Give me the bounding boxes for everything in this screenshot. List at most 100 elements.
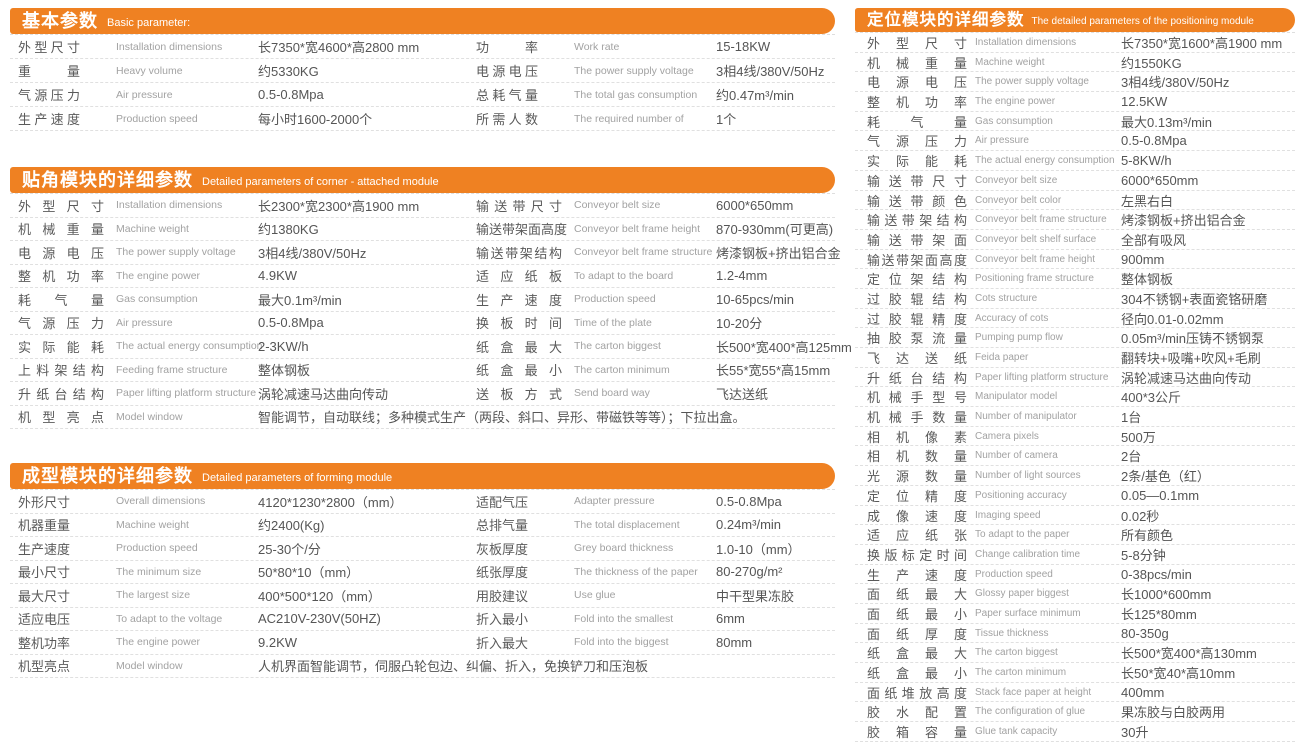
param-label-cn: 气源压力 <box>867 134 967 150</box>
param-label-en: The configuration of glue <box>975 706 1086 718</box>
param-label-en: Use glue <box>574 589 616 602</box>
section-title-en: The detailed parameters of the positioni… <box>1031 16 1254 27</box>
spec-row: 相机像素 Camera pixels 500万 <box>855 427 1295 447</box>
param-value: 4120*1230*2800（mm） <box>258 494 403 510</box>
param-value: 2台 <box>1121 449 1142 465</box>
right-column: 定位模块的详细参数 The detailed parameters of the… <box>855 8 1295 742</box>
param-value: 0.05m³/min压铸不锈钢泵 <box>1121 331 1265 347</box>
param-label-en: The total gas consumption <box>574 88 698 101</box>
param-label-cn: 适配气压 <box>476 494 529 510</box>
param-label-cn: 最大尺寸 <box>18 588 71 604</box>
param-label-en: Tissue thickness <box>975 627 1049 639</box>
param-value: 80-270g/m² <box>716 564 783 580</box>
param-label-cn: 面纸堆放高度 <box>867 685 967 701</box>
left-column: 基本参数 Basic parameter: 外型尺寸 Installation d… <box>10 0 852 742</box>
section-title-en: Detailed parameters of forming module <box>202 472 393 484</box>
param-label-en: The carton minimum <box>574 363 670 376</box>
param-label-en: Imaging speed <box>975 509 1041 521</box>
param-label-en: Machine weight <box>116 222 189 235</box>
param-value: 1台 <box>1121 410 1142 426</box>
param-label-en: Time of the plate <box>574 316 652 329</box>
param-label-cn: 输送带架面高度 <box>476 222 568 238</box>
param-label-cn: 适应电压 <box>18 612 71 628</box>
param-label-cn: 输送带尺寸 <box>476 198 562 214</box>
param-label-en: Conveyor belt size <box>975 174 1058 186</box>
param-label-en: Adapter pressure <box>574 495 655 508</box>
section-header: 基本参数 Basic parameter: <box>10 8 835 34</box>
spec-row: 电源电压 The power supply voltage 3相4线/380V/50… <box>855 72 1295 93</box>
param-value: 长125*80mm <box>1121 606 1197 622</box>
param-label-cn: 面纸厚度 <box>867 626 967 642</box>
spec-row: 机械重量 Machine weight 约1380KG 输送带架面高度 Conveyor… <box>10 218 835 241</box>
param-value: 0.5-0.8Mpa <box>716 493 782 509</box>
param-label-cn: 面纸最小 <box>867 606 967 622</box>
spec-table: 外形尺寸 Overall dimensions 4120*1230*2800（mm）… <box>10 489 835 678</box>
param-value: 人机界面智能调节，伺服凸轮包边、纠偏、折入，免换铲刀和压泡板 <box>258 659 649 675</box>
param-label-en: Model window <box>116 410 183 423</box>
param-label-en: Gas consumption <box>116 293 198 306</box>
param-value: 80mm <box>716 634 753 650</box>
spec-row: 耗气量 Gas consumption 最大0.13m³/min <box>855 112 1295 132</box>
param-label-en: The total displacement <box>574 518 680 531</box>
param-value: 6000*650mm <box>1121 172 1199 188</box>
param-label-en: The power supply voltage <box>574 64 694 77</box>
param-value: 25-30个/分 <box>258 541 321 557</box>
spec-row: 整机功率 The engine power 12.5KW <box>855 92 1295 112</box>
param-label-en: Machine weight <box>975 56 1045 68</box>
param-value: 烤漆钢板+挤出铝合金 <box>1121 213 1246 229</box>
param-label-cn: 上料架结构 <box>18 363 104 379</box>
param-label-cn: 整机功率 <box>867 95 967 111</box>
param-label-en: Installation dimensions <box>116 199 223 212</box>
spec-row: 过胶辊精度 Accuracy of cots 径向0.01-0.02mm <box>855 309 1295 329</box>
param-value: AC210V-230V(50HZ) <box>258 611 381 627</box>
param-label-cn: 整机功率 <box>18 269 104 285</box>
spec-row: 纸盒最大 The carton biggest 长500*宽400*高130mm <box>855 643 1295 663</box>
param-label-cn: 相机像素 <box>867 429 967 445</box>
param-label-cn: 定位精度 <box>867 488 967 504</box>
param-value: 1.2-4mm <box>716 268 768 284</box>
param-value: 30升 <box>1121 725 1149 741</box>
param-value: 304不锈钢+表面瓷铬研磨 <box>1121 291 1268 307</box>
param-label-cn: 机器重量 <box>18 518 71 534</box>
param-label-cn: 胶水配置 <box>867 705 967 721</box>
param-label-en: The carton biggest <box>975 647 1058 659</box>
param-value: 2条/基色（红） <box>1121 469 1210 485</box>
section-title-en: Basic parameter: <box>107 17 191 29</box>
param-value: 6mm <box>716 611 745 627</box>
spec-row: 输送带架面高度 Conveyor belt frame height 900mm <box>855 250 1295 270</box>
param-label-cn: 输送带架结构 <box>867 213 967 229</box>
param-value: 整体钢板 <box>1121 272 1174 288</box>
param-value: 果冻胶与白胶两用 <box>1121 705 1226 721</box>
param-label-cn: 输送带颜色 <box>867 193 967 209</box>
param-label-en: The power supply voltage <box>975 76 1089 88</box>
section-basic: 基本参数 Basic parameter: 外型尺寸 Installation d… <box>10 8 835 131</box>
param-label-cn: 整机功率 <box>18 635 71 651</box>
spec-row: 适应电压 To adapt to the voltage AC210V-230V(5… <box>10 608 835 631</box>
param-value: 每小时1600-2000个 <box>258 112 373 127</box>
param-value: 左黑右白 <box>1121 193 1174 209</box>
spec-row: 生产速度 Production speed 每小时1600-2000个 所需人数 The… <box>10 107 835 131</box>
spec-row: 最大尺寸 The largest size 400*500*120（mm） 用胶建议 U… <box>10 584 835 608</box>
param-value: 约2400(Kg) <box>258 518 325 534</box>
param-value: 500万 <box>1121 429 1156 445</box>
param-label-cn: 重量 <box>18 64 80 79</box>
param-label-en: Model window <box>116 659 183 672</box>
spec-row: 外型尺寸 Installation dimensions 长7350*宽4600*高… <box>10 35 835 59</box>
param-label-cn: 实际能耗 <box>867 154 967 170</box>
param-label-en: The engine power <box>975 96 1056 108</box>
param-label-cn: 外型尺寸 <box>18 40 80 55</box>
param-label-cn: 光源数量 <box>867 469 967 485</box>
spec-row: 面纸厚度 Tissue thickness 80-350g <box>855 624 1295 644</box>
param-label-en: Production speed <box>574 293 656 306</box>
param-label-en: Conveyor belt frame structure <box>574 246 713 259</box>
spec-row: 抽胶泵流量 Pumping pump flow 0.05m³/min压铸不锈钢泵 <box>855 328 1295 348</box>
param-label-cn: 总排气量 <box>476 518 529 534</box>
spec-row: 输送带尺寸 Conveyor belt size 6000*650mm <box>855 171 1295 191</box>
spec-row: 生产速度 Production speed 25-30个/分 灰板厚度 Grey boa… <box>10 537 835 561</box>
param-label-en: Camera pixels <box>975 430 1039 442</box>
section-title-en: Detailed parameters of corner - attached… <box>202 176 439 188</box>
param-label-cn: 折入最小 <box>476 612 529 628</box>
param-label-en: Paper surface minimum <box>975 607 1081 619</box>
spec-row: 纸盒最小 The carton minimum 长50*宽40*高10mm <box>855 663 1295 683</box>
param-label-en: Heavy volume <box>116 64 183 77</box>
